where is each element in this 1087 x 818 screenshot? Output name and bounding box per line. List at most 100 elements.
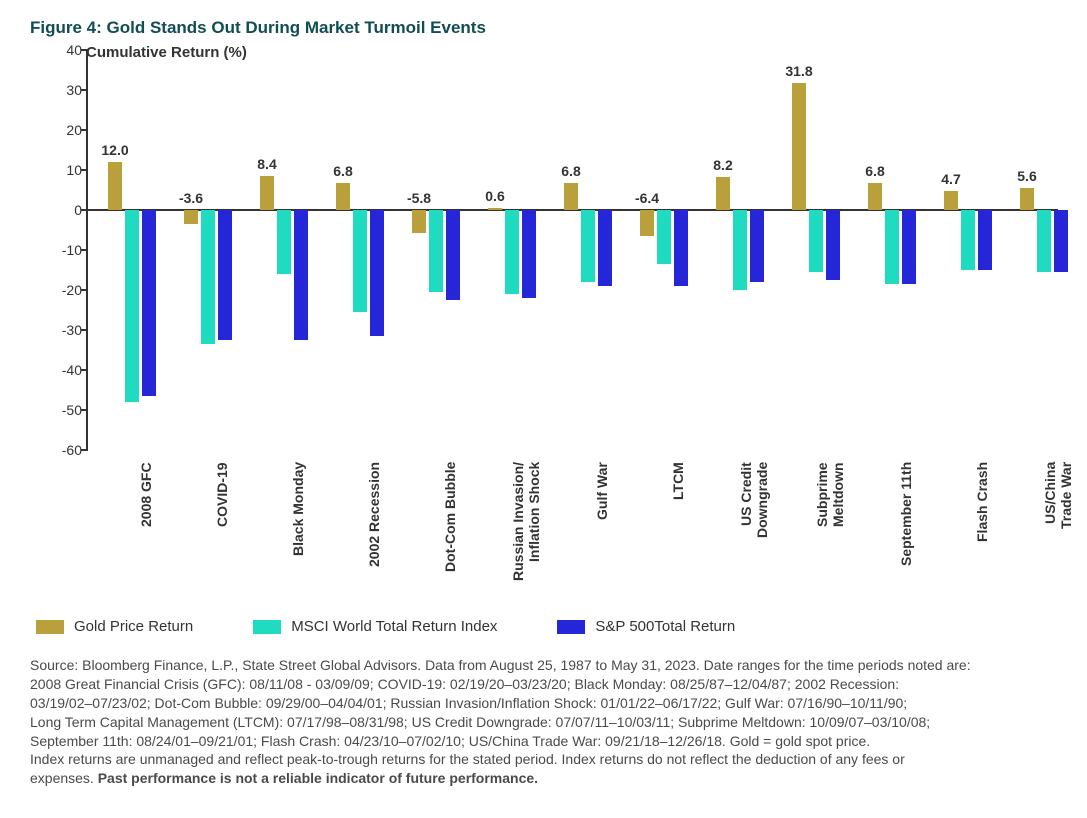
figure-container: Figure 4: Gold Stands Out During Market … bbox=[0, 0, 1087, 818]
bar bbox=[581, 210, 595, 282]
data-label: 4.7 bbox=[921, 171, 981, 187]
bar bbox=[218, 210, 232, 340]
bar bbox=[505, 210, 519, 294]
x-tick-label: Dot-Com Bubble bbox=[442, 462, 458, 572]
y-tick-label: 20 bbox=[38, 122, 82, 138]
x-tick-label: Inflation Shock bbox=[526, 462, 542, 562]
bar bbox=[277, 210, 291, 274]
data-label: 5.6 bbox=[997, 168, 1057, 184]
x-tick-label: 2002 Recession bbox=[366, 462, 382, 567]
data-label: -6.4 bbox=[617, 190, 677, 206]
y-tick-label: -50 bbox=[38, 402, 82, 418]
bar bbox=[370, 210, 384, 336]
x-tick-label: September 11th bbox=[898, 462, 914, 566]
y-tick-label: -10 bbox=[38, 242, 82, 258]
bar bbox=[336, 183, 350, 210]
data-label: -5.8 bbox=[389, 190, 449, 206]
legend: Gold Price Return MSCI World Total Return… bbox=[36, 618, 735, 635]
bar bbox=[294, 210, 308, 340]
bar bbox=[640, 210, 654, 236]
bar bbox=[868, 183, 882, 210]
bar bbox=[716, 177, 730, 210]
data-label: -3.6 bbox=[161, 190, 221, 206]
source-bold: Past performance is not a reliable indic… bbox=[98, 770, 538, 786]
y-tick-mark bbox=[81, 49, 88, 51]
y-tick-label: 40 bbox=[38, 42, 82, 58]
data-label: 12.0 bbox=[85, 142, 145, 158]
x-tick-label: Black Monday bbox=[290, 462, 306, 556]
y-tick-mark bbox=[81, 89, 88, 91]
bar bbox=[201, 210, 215, 344]
y-tick-label: 30 bbox=[38, 82, 82, 98]
data-label: 6.8 bbox=[845, 163, 905, 179]
legend-swatch bbox=[253, 620, 281, 634]
legend-label: MSCI World Total Return Index bbox=[291, 618, 497, 635]
bar bbox=[1054, 210, 1068, 272]
bar bbox=[902, 210, 916, 284]
source-note: Source: Bloomberg Finance, L.P., State S… bbox=[30, 656, 1057, 788]
y-tick-mark bbox=[81, 209, 88, 211]
figure-title: Figure 4: Gold Stands Out During Market … bbox=[30, 18, 1057, 38]
y-tick-label: 10 bbox=[38, 162, 82, 178]
bar bbox=[885, 210, 899, 284]
bar-group: 5.6US/ChinaTrade War bbox=[1020, 50, 1068, 450]
bar-group: 6.8September 11th bbox=[868, 50, 916, 450]
x-tick-label: US/China bbox=[1042, 462, 1058, 524]
x-tick-label: US Credit bbox=[738, 462, 754, 526]
x-tick-label: Gulf War bbox=[594, 462, 610, 520]
source-line: September 11th: 08/24/01–09/21/01; Flash… bbox=[30, 732, 1057, 751]
data-label: 6.8 bbox=[541, 163, 601, 179]
bar bbox=[125, 210, 139, 402]
y-tick-label: -60 bbox=[38, 442, 82, 458]
bar bbox=[446, 210, 460, 300]
x-tick-label: COVID-19 bbox=[214, 462, 230, 527]
source-line: expenses. Past performance is not a reli… bbox=[30, 769, 1057, 788]
x-tick-label: Flash Crash bbox=[974, 462, 990, 542]
bar-group: 8.2US CreditDowngrade bbox=[716, 50, 764, 450]
bar-group: 0.6Russian Invasion/Inflation Shock bbox=[488, 50, 536, 450]
bar-group: -5.8Dot-Com Bubble bbox=[412, 50, 460, 450]
bar bbox=[522, 210, 536, 298]
bar-group: -3.6COVID-19 bbox=[184, 50, 232, 450]
x-tick-label: Downgrade bbox=[754, 462, 770, 538]
bar bbox=[260, 176, 274, 210]
bar bbox=[674, 210, 688, 286]
bar bbox=[978, 210, 992, 270]
source-line: Long Term Capital Management (LTCM): 07/… bbox=[30, 713, 1057, 732]
x-tick-label: Russian Invasion/ bbox=[510, 462, 526, 581]
bar-group: 4.7Flash Crash bbox=[944, 50, 992, 450]
y-tick-mark bbox=[81, 129, 88, 131]
bar bbox=[142, 210, 156, 396]
legend-swatch bbox=[36, 620, 64, 634]
bar-group: 12.02008 GFC bbox=[108, 50, 156, 450]
bar bbox=[961, 210, 975, 270]
x-tick-label: 2008 GFC bbox=[138, 462, 154, 527]
y-tick-mark bbox=[81, 169, 88, 171]
bar-group: -6.4LTCM bbox=[640, 50, 688, 450]
bar bbox=[488, 208, 502, 210]
y-tick-label: -20 bbox=[38, 282, 82, 298]
bar bbox=[733, 210, 747, 290]
source-text: expenses. bbox=[30, 770, 98, 786]
source-line: Index returns are unmanaged and reflect … bbox=[30, 750, 1057, 769]
legend-item: S&P 500Total Return bbox=[557, 618, 735, 635]
data-label: 8.2 bbox=[693, 157, 753, 173]
bar bbox=[1037, 210, 1051, 272]
y-tick-mark bbox=[81, 449, 88, 451]
y-tick-mark bbox=[81, 369, 88, 371]
data-label: 6.8 bbox=[313, 163, 373, 179]
bar bbox=[184, 210, 198, 224]
y-tick-mark bbox=[81, 249, 88, 251]
x-tick-label: Trade War bbox=[1058, 462, 1074, 529]
chart-wrap: 12.02008 GFC-3.6COVID-198.4Black Monday6… bbox=[86, 50, 1057, 590]
x-tick-label: Subprime bbox=[814, 462, 830, 527]
y-tick-mark bbox=[81, 409, 88, 411]
bar-group: 6.82002 Recession bbox=[336, 50, 384, 450]
bar-group: 31.8SubprimeMeltdown bbox=[792, 50, 840, 450]
legend-swatch bbox=[557, 620, 585, 634]
bar bbox=[826, 210, 840, 280]
legend-label: Gold Price Return bbox=[74, 618, 193, 635]
y-tick-label: 0 bbox=[38, 202, 82, 218]
bar bbox=[598, 210, 612, 286]
data-label: 0.6 bbox=[465, 188, 525, 204]
